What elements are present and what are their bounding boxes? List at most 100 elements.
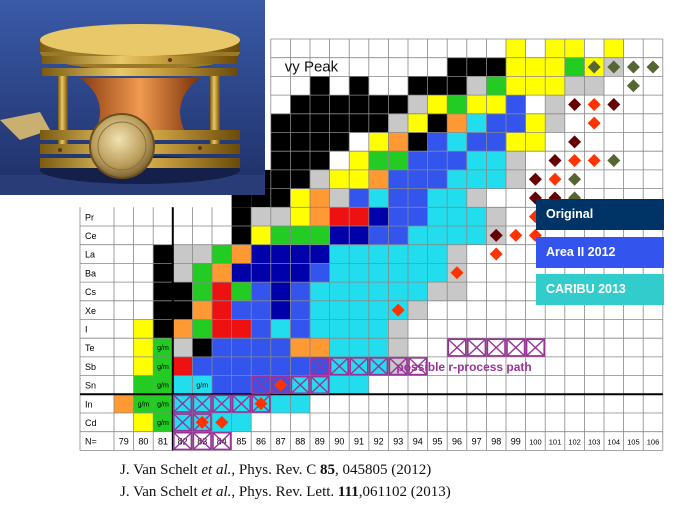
nuclide-cell	[329, 132, 350, 152]
isomer-label: g/m	[157, 345, 169, 352]
element-label: Pr	[85, 212, 94, 222]
r-process-cross	[408, 357, 428, 376]
nuclide-cell	[192, 244, 212, 264]
nuclide-cell	[172, 338, 193, 357]
measured-nuclide-diamond	[568, 172, 582, 186]
nuclide-cell	[545, 113, 565, 133]
nuclide-cell	[486, 113, 506, 133]
neutron-number-label: 80	[138, 437, 148, 447]
nuclide-cell	[290, 338, 310, 357]
nuclide-cell	[564, 57, 585, 77]
neutron-number-label: 101	[549, 438, 562, 447]
nuclide-cell	[388, 226, 408, 245]
neutron-number-label: 88	[295, 437, 305, 447]
nuclide-cell	[545, 57, 565, 77]
penning-trap-photo	[0, 0, 265, 195]
nuclide-cell	[408, 300, 428, 320]
nuclide-cell	[270, 113, 291, 133]
nuclide-cell	[486, 95, 506, 114]
nuclide-cell	[388, 132, 408, 152]
nuclide-cell	[231, 375, 252, 395]
nuclide-cell	[192, 375, 212, 395]
nuclide-cell	[212, 282, 232, 301]
nuclide-cell	[290, 244, 310, 264]
measured-nuclide-diamond	[646, 60, 660, 74]
nuclide-cell	[270, 356, 291, 376]
nuclide-cell	[329, 319, 350, 339]
r-process-cell	[506, 338, 526, 357]
r-process-cross	[251, 376, 271, 394]
nuclide-cell	[368, 244, 389, 264]
nuclide-cell	[251, 207, 271, 226]
nuclide-cell	[368, 338, 389, 357]
r-process-cross	[310, 376, 330, 394]
nuclide-cell	[447, 95, 467, 114]
r-process-cross	[232, 394, 251, 413]
neutron-number-label: 98	[491, 437, 501, 447]
nuclide-cell	[368, 226, 389, 245]
nuclide-cell	[231, 263, 252, 283]
nuclide-cell	[310, 319, 330, 339]
r-process-cross	[330, 357, 349, 376]
nuclide-cell	[466, 151, 487, 170]
nuclide-cell	[290, 207, 310, 226]
nuclide-cell	[349, 151, 369, 170]
isomer-label: g/m	[196, 383, 208, 390]
neutron-number-label: 103	[588, 438, 601, 447]
nuclide-cell	[349, 375, 369, 395]
measured-nuclide-diamond	[607, 154, 621, 168]
r-process-cell	[192, 431, 212, 451]
nuclide-cell	[231, 244, 252, 264]
nuclide-cell	[329, 282, 350, 301]
nuclide-cell	[447, 207, 467, 226]
nuclide-cell	[466, 57, 487, 77]
nuclide-cell	[408, 113, 428, 133]
nuclide-cell	[506, 95, 526, 114]
r-process-cell	[173, 431, 193, 451]
nuclide-cell	[290, 113, 310, 133]
nuclide-cell	[133, 413, 154, 432]
nuclide-cell	[153, 394, 173, 413]
nuclide-cell	[290, 356, 310, 376]
nuclide-cell	[466, 207, 487, 226]
nuclide-cell	[290, 319, 310, 339]
nuclide-cell	[329, 300, 350, 320]
neutron-number-label: 79	[119, 437, 129, 447]
nuclide-cell	[310, 169, 330, 189]
element-label: I	[85, 325, 88, 335]
nuclide-cell	[231, 356, 252, 376]
neutron-number-label: 85	[236, 437, 246, 447]
measured-nuclide-diamond	[587, 97, 601, 111]
nuclide-cell	[525, 57, 546, 77]
nuclide-cell	[192, 300, 212, 320]
nuclide-cell	[310, 132, 330, 152]
nuclide-cell	[153, 356, 173, 376]
nuclide-cell	[447, 57, 467, 77]
neutron-number-label: 97	[472, 437, 482, 447]
nuclide-cell	[388, 282, 408, 301]
nuclide-cell	[270, 226, 291, 245]
r-process-cross	[290, 376, 310, 394]
r-process-cell	[192, 394, 212, 413]
nuclide-cell	[310, 76, 330, 96]
nuclide-cell	[447, 76, 467, 96]
reference-2: J. Van Schelt et al., Phys. Rev. Lett. 1…	[120, 484, 451, 500]
r-process-cross	[192, 432, 212, 450]
nuclide-cell	[486, 132, 506, 152]
nuclide-cell	[153, 263, 173, 283]
nuclide-cell	[192, 338, 212, 357]
nuclide-cell	[349, 263, 369, 283]
nuclide-cell	[408, 76, 428, 96]
nuclide-cell	[506, 151, 526, 170]
nuclide-cell	[251, 263, 271, 283]
nuclide-cell	[270, 188, 291, 208]
nuclide-cell	[408, 263, 428, 283]
nuclide-cell	[388, 338, 408, 357]
nuclide-cell	[368, 188, 389, 208]
nuclide-cell	[408, 226, 428, 245]
nuclide-cell	[349, 226, 369, 245]
r-process-cell	[231, 394, 252, 413]
nuclide-cell	[270, 338, 291, 357]
nuclide-cell	[310, 113, 330, 133]
measured-nuclide-diamond	[195, 415, 209, 429]
